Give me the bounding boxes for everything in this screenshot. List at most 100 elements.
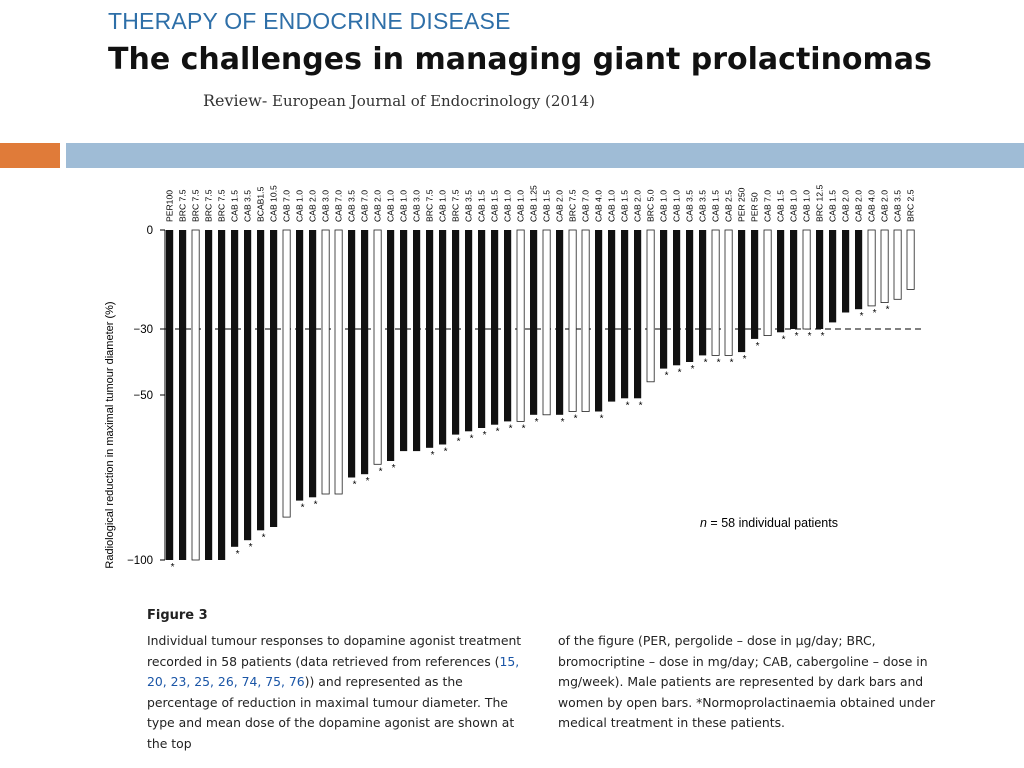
category-label: CAB 10.5 bbox=[269, 185, 279, 222]
y-axis-label: Radiological reduction in maximal tumour… bbox=[104, 301, 116, 568]
category-label: CAB 2.0 bbox=[880, 190, 890, 222]
category-label: CAB 1.0 bbox=[607, 190, 617, 222]
category-label: CAB 7.0 bbox=[581, 190, 591, 222]
caption-references-link[interactable]: 15, 20, 23, 25, 26, 74, 75, 76 bbox=[147, 653, 520, 690]
y-tick-label: −100 bbox=[127, 555, 153, 567]
normoprolactinaemia-star: * bbox=[808, 331, 812, 342]
caption-text: )) and represented as the percentage of … bbox=[147, 674, 515, 751]
normoprolactinaemia-star: * bbox=[561, 417, 565, 428]
normoprolactinaemia-star: * bbox=[756, 341, 760, 352]
normoprolactinaemia-star: * bbox=[301, 503, 305, 514]
title-band bbox=[66, 143, 1024, 168]
normoprolactinaemia-star: * bbox=[444, 447, 448, 458]
category-label: CAB 2.0 bbox=[633, 190, 643, 222]
category-label: CAB 2.0 bbox=[555, 190, 565, 222]
slide-subtitle: Review- European Journal of Endocrinolog… bbox=[203, 91, 595, 110]
figure-heading: Figure 3 bbox=[147, 608, 208, 623]
normoprolactinaemia-star: * bbox=[717, 357, 721, 368]
normoprolactinaemia-star: * bbox=[704, 357, 708, 368]
bar bbox=[530, 230, 538, 415]
y-tick-label: 0 bbox=[147, 225, 153, 237]
bar bbox=[880, 229, 889, 303]
bar bbox=[542, 229, 551, 416]
category-label: CAB 3.5 bbox=[464, 190, 474, 222]
bar bbox=[842, 230, 850, 313]
category-label: CAB 1.0 bbox=[399, 190, 409, 222]
bar bbox=[867, 229, 876, 307]
bar bbox=[309, 230, 317, 498]
bar bbox=[439, 230, 447, 445]
subtitle-lead: Review- bbox=[203, 91, 268, 110]
bar bbox=[855, 230, 863, 310]
bar bbox=[634, 230, 642, 399]
normoprolactinaemia-star: * bbox=[366, 476, 370, 487]
bar bbox=[373, 229, 382, 465]
annotation-text: = 58 individual patients bbox=[707, 516, 838, 530]
bar bbox=[348, 230, 356, 478]
category-label: CAB 1.0 bbox=[295, 190, 305, 222]
normoprolactinaemia-star: * bbox=[249, 542, 253, 553]
bar bbox=[724, 229, 733, 356]
category-label: CAB 2.5 bbox=[724, 190, 734, 222]
normoprolactinaemia-star: * bbox=[886, 305, 890, 316]
category-label: BRC 7.5 bbox=[217, 189, 227, 222]
bar bbox=[893, 229, 902, 300]
normoprolactinaemia-star: * bbox=[496, 427, 500, 438]
category-label: BRC 12.5 bbox=[815, 185, 825, 222]
normoprolactinaemia-star: * bbox=[782, 334, 786, 345]
bar bbox=[595, 230, 603, 412]
bar bbox=[244, 230, 252, 541]
category-label: CAB 7.0 bbox=[282, 190, 292, 222]
category-label: BRC 5.0 bbox=[646, 189, 656, 222]
normoprolactinaemia-star: * bbox=[639, 400, 643, 411]
normoprolactinaemia-star: * bbox=[431, 450, 435, 461]
bar bbox=[361, 230, 369, 475]
bar bbox=[413, 230, 421, 452]
bar bbox=[282, 229, 291, 518]
category-label: CAB 3.0 bbox=[412, 190, 422, 222]
bar bbox=[556, 230, 564, 415]
normoprolactinaemia-star: * bbox=[821, 331, 825, 342]
category-label: BRC 7.5 bbox=[568, 189, 578, 222]
bar bbox=[777, 230, 785, 333]
category-label: BCAB1.5 bbox=[256, 186, 266, 222]
normoprolactinaemia-star: * bbox=[873, 308, 877, 319]
category-label: CAB 7.0 bbox=[360, 190, 370, 222]
bar bbox=[516, 229, 525, 422]
category-label: BRC 7.5 bbox=[191, 189, 201, 222]
normoprolactinaemia-star: * bbox=[665, 371, 669, 382]
bar bbox=[491, 230, 499, 425]
category-label: CAB 1.0 bbox=[438, 190, 448, 222]
patient-count-annotation: n = 58 individual patients bbox=[700, 516, 838, 530]
category-label: BRC 7.5 bbox=[451, 189, 461, 222]
normoprolactinaemia-star: * bbox=[691, 364, 695, 375]
bar bbox=[621, 230, 629, 399]
bar bbox=[296, 230, 304, 501]
bar bbox=[829, 230, 837, 323]
normoprolactinaemia-star: * bbox=[522, 423, 526, 434]
bar bbox=[257, 230, 265, 531]
normoprolactinaemia-star: * bbox=[678, 367, 682, 378]
bar bbox=[400, 230, 408, 452]
subtitle-source: European Journal of Endocrinology (2014) bbox=[267, 92, 595, 110]
bar bbox=[166, 230, 174, 560]
normoprolactinaemia-star: * bbox=[795, 331, 799, 342]
category-label: PER100 bbox=[165, 190, 175, 222]
bar bbox=[751, 230, 759, 339]
bar bbox=[270, 230, 278, 527]
category-label: BRC 2.5 bbox=[906, 189, 916, 222]
bar bbox=[711, 229, 720, 356]
annotation-n: n bbox=[700, 516, 707, 530]
category-label: CAB 4.0 bbox=[594, 190, 604, 222]
category-label: CAB 1.0 bbox=[659, 190, 669, 222]
normoprolactinaemia-star: * bbox=[483, 430, 487, 441]
normoprolactinaemia-star: * bbox=[379, 466, 383, 477]
bar bbox=[334, 229, 343, 495]
caption-right-column: of the figure (PER, pergolide – dose in … bbox=[558, 633, 936, 730]
slide-title: The challenges in managing giant prolact… bbox=[108, 42, 932, 77]
category-label: CAB 1.0 bbox=[386, 190, 396, 222]
bar bbox=[738, 230, 746, 353]
normoprolactinaemia-star: * bbox=[535, 417, 539, 428]
normoprolactinaemia-star: * bbox=[470, 433, 474, 444]
figure-caption: Figure 3 Individual tumour responses to … bbox=[147, 606, 947, 751]
